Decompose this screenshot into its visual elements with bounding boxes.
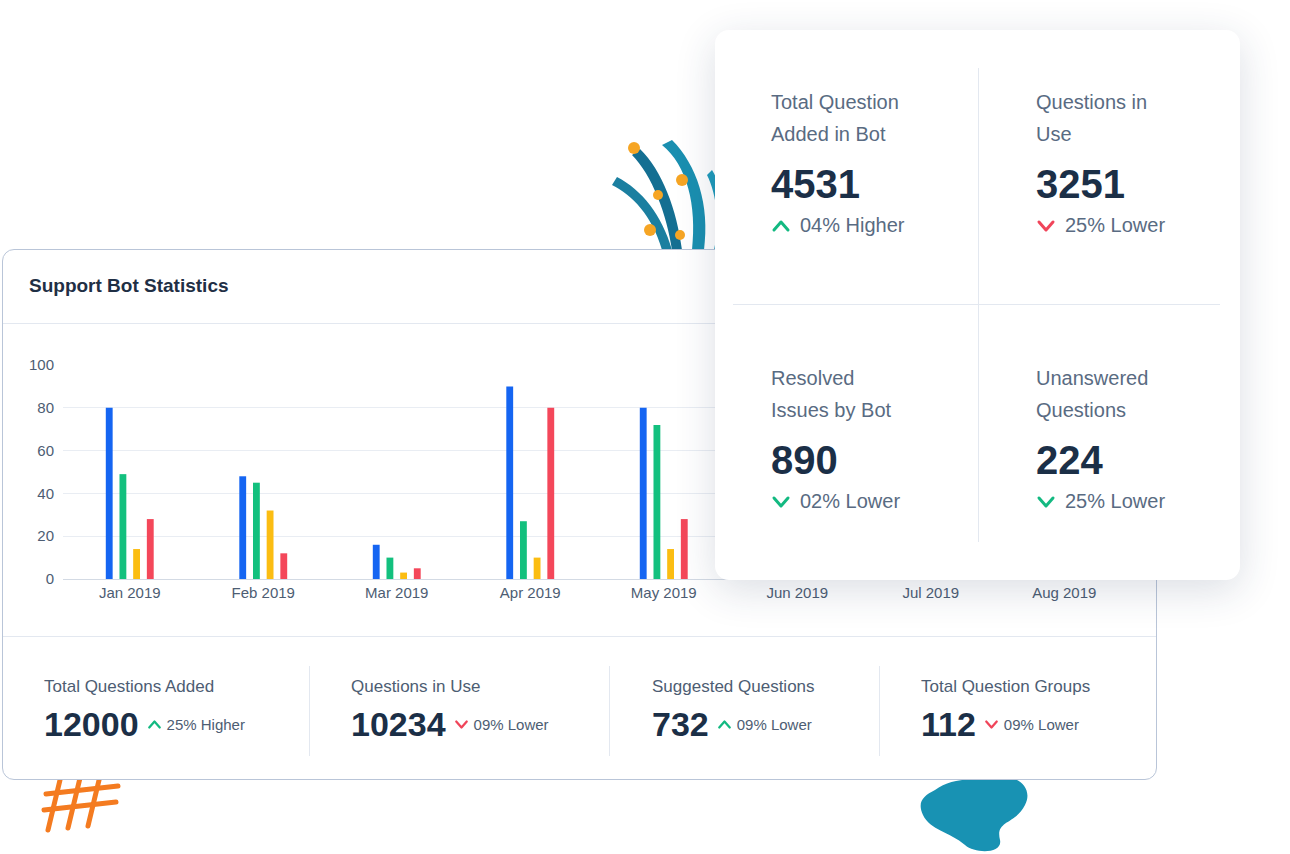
html-text:02% Lower: 02% Lower	[800, 490, 901, 512]
svg-text:Jun 2019: Jun 2019	[766, 584, 828, 601]
html-text:Questions in Use: Questions in Use	[1036, 91, 1148, 145]
html-text:12000: 12000	[44, 705, 139, 743]
html-text:3251: 3251	[1036, 162, 1125, 206]
svg-text:May 2019: May 2019	[631, 584, 697, 601]
svg-text:80: 80	[37, 399, 54, 416]
svg-text:40: 40	[37, 485, 54, 502]
svg-text:Aug 2019: Aug 2019	[1032, 584, 1096, 601]
html-text:25% Lower: 25% Lower	[1065, 214, 1166, 236]
svg-text:Mar 2019: Mar 2019	[365, 584, 428, 601]
html-text:25% Lower: 25% Lower	[1065, 490, 1166, 512]
svg-text:0: 0	[46, 570, 54, 587]
html-text:Resolved Issues by Bot: Resolved Issues by Bot	[771, 367, 892, 421]
html-text:25% Higher: 25% Higher	[166, 715, 245, 733]
html-text:Questions in Use: Questions in Use	[351, 677, 481, 696]
html-text:4531: 4531	[771, 162, 860, 206]
html-text:Suggested Questions: Suggested Questions	[652, 677, 815, 696]
svg-text:Jan 2019: Jan 2019	[99, 584, 161, 601]
html-text:10234: 10234	[351, 705, 446, 743]
svg-text:Feb 2019: Feb 2019	[232, 584, 295, 601]
svg-text:60: 60	[37, 442, 54, 459]
html-text:09% Lower: 09% Lower	[736, 715, 812, 733]
html-text:09% Lower: 09% Lower	[473, 715, 549, 733]
svg-text:100: 100	[29, 356, 54, 373]
html-text:732: 732	[652, 705, 709, 743]
html-text:890: 890	[771, 438, 838, 482]
html-text:Unanswered Questions: Unanswered Questions	[1036, 367, 1149, 421]
html-text:04% Higher: 04% Higher	[800, 214, 905, 236]
svg-text:Jul 2019: Jul 2019	[902, 584, 959, 601]
svg-text:20: 20	[37, 527, 54, 544]
svg-text:Apr 2019: Apr 2019	[500, 584, 561, 601]
html-text:Total Question Groups: Total Question Groups	[921, 677, 1091, 696]
html-text:09% Lower: 09% Lower	[1003, 715, 1079, 733]
html-text:Support Bot Statistics: Support Bot Statistics	[29, 275, 229, 296]
html-text:112: 112	[921, 705, 976, 743]
html-text:Total Questions Added: Total Questions Added	[44, 677, 215, 696]
html-text:Total Question Added in Bot: Total Question Added in Bot	[771, 91, 899, 145]
html-text:224: 224	[1036, 438, 1103, 482]
